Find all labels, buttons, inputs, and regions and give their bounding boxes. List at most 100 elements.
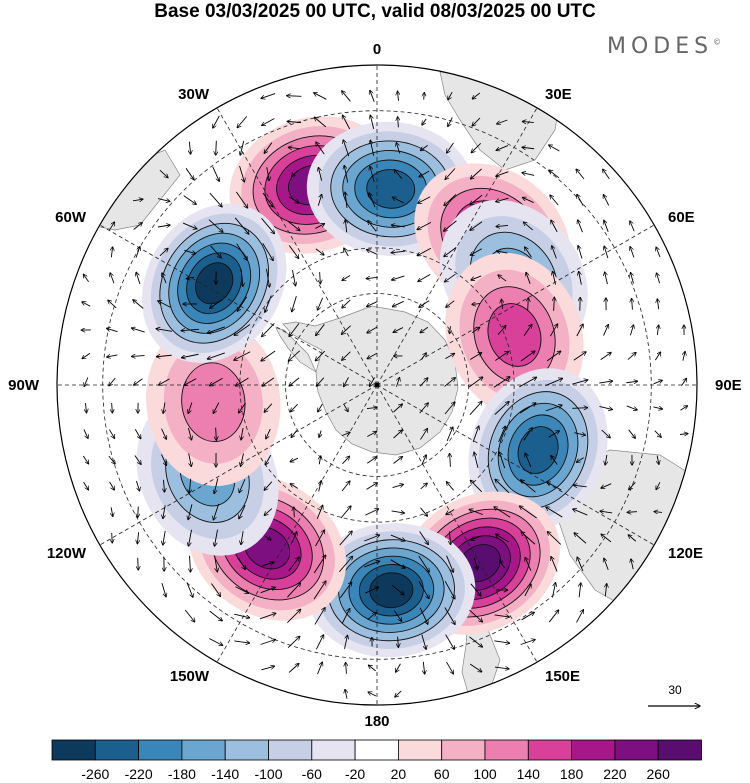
wind-arrow [367, 326, 378, 333]
wind-arrow [605, 272, 608, 285]
wind-arrow [525, 247, 532, 258]
wind-arrow [576, 457, 584, 463]
wind-arrow [548, 431, 560, 438]
wind-arrow [316, 505, 322, 519]
wind-arrow [262, 323, 275, 336]
wind-arrow [448, 117, 453, 126]
wind-arrow [320, 272, 321, 284]
wind-arrow [314, 93, 327, 100]
wind-arrow [547, 482, 562, 491]
wind-arrow [468, 377, 483, 388]
colorbar-tick-label: -220 [125, 766, 153, 782]
wind-arrow [190, 555, 191, 572]
wind-arrow [471, 142, 482, 152]
wind-arrow [289, 377, 300, 386]
wind-arrow [471, 535, 482, 540]
longitude-label: 150E [545, 668, 580, 685]
wind-arrow [156, 355, 172, 357]
wind-arrow [342, 351, 351, 361]
wind-arrow [339, 582, 352, 599]
colorbar-tick-label: 20 [391, 766, 407, 782]
wind-arrow [392, 197, 404, 204]
wind-arrow [316, 377, 325, 387]
wind-arrow [138, 506, 139, 518]
wind-arrow [133, 223, 143, 230]
wind-arrow [469, 401, 482, 415]
wind-arrow [521, 532, 536, 545]
wind-arrow [341, 432, 350, 437]
wind-arrow [496, 197, 509, 202]
wind-arrow [163, 505, 165, 518]
wind-arrow [369, 193, 376, 208]
wind-arrow [522, 197, 534, 203]
wind-arrow [396, 143, 401, 154]
wind-arrow [110, 273, 115, 284]
wind-arrow [161, 582, 166, 597]
wind-arrow [83, 481, 89, 490]
wind-arrow [391, 225, 405, 227]
wind-arrow [316, 324, 325, 335]
wind-arrow [654, 430, 661, 438]
colorbar-tick-label: -100 [254, 766, 282, 782]
wind-arrow [419, 531, 429, 544]
wind-arrow [213, 402, 220, 414]
wind-arrow [315, 530, 325, 547]
anomaly-contour [366, 169, 416, 209]
wind-arrow [446, 661, 454, 674]
wind-arrow [235, 586, 248, 594]
wind-arrow [604, 220, 609, 232]
wind-arrow [573, 485, 587, 487]
wind-arrow [630, 247, 635, 258]
wind-arrow [657, 325, 658, 336]
longitude-label: 180 [364, 713, 389, 730]
wind-arrow [449, 531, 450, 544]
wind-arrow [395, 690, 402, 697]
wind-arrow [287, 121, 302, 122]
wind-arrow [551, 556, 558, 572]
wind-arrow [188, 453, 192, 466]
colorbar-swatch [94, 739, 140, 761]
wind-arrow [184, 609, 195, 622]
wind-arrow [186, 277, 195, 278]
positive-anomaly [146, 318, 281, 487]
longitude-label: 90E [715, 377, 742, 394]
wind-arrow [82, 455, 88, 464]
wind-arrow [499, 452, 506, 469]
wind-arrow [313, 581, 326, 600]
wind-arrow [261, 350, 276, 361]
wind-arrow [264, 142, 273, 154]
wind-arrow [289, 323, 300, 336]
wind-arrow [604, 246, 609, 259]
wind-arrow [448, 91, 453, 100]
wind-arrow [444, 246, 457, 256]
wind-arrow [398, 91, 399, 101]
wind-arrow [159, 169, 168, 178]
wind-arrow [421, 353, 427, 360]
colorbar-tick-label: 260 [647, 766, 671, 782]
wind-arrow [396, 377, 399, 387]
wind-arrow [209, 192, 222, 207]
wind-arrow [629, 481, 636, 489]
wind-arrow [341, 325, 351, 335]
wind-arrow [392, 300, 404, 306]
wind-arrow [266, 268, 269, 287]
colorbar-tick-label: -140 [211, 766, 239, 782]
wind-arrow [525, 557, 532, 571]
wind-arrow [450, 453, 451, 467]
colorbar-swatch [571, 739, 616, 761]
colorbar-swatch [181, 739, 226, 761]
wind-arrow [548, 610, 558, 623]
wind-arrow [419, 403, 429, 414]
meridian-line [216, 107, 378, 386]
wind-arrow [367, 457, 376, 464]
anomaly-contour [369, 572, 414, 609]
wind-arrow [494, 641, 509, 643]
wind-arrow [287, 220, 300, 230]
meridian-line [376, 224, 655, 386]
colorbar-swatch [224, 739, 269, 761]
meridian-line [376, 384, 655, 546]
longitude-label: 0 [373, 41, 381, 58]
colorbar-tick-label: 60 [434, 766, 450, 782]
wind-arrow [234, 217, 249, 234]
